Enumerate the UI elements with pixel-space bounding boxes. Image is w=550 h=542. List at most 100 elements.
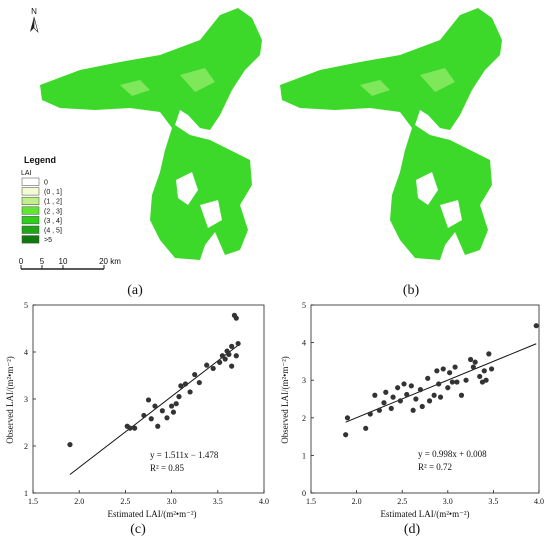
r2-c: R² = 0.85 — [150, 463, 185, 473]
x-axis-label-d: Estimated LAI/(m²•m⁻²) — [380, 509, 469, 519]
x-tick-label: 3.5 — [488, 497, 498, 506]
legend-swatch — [21, 206, 40, 215]
data-point — [344, 415, 351, 421]
data-point — [210, 365, 216, 372]
data-point — [164, 415, 170, 421]
scale-tick-5: 5 — [40, 257, 45, 266]
data-point — [233, 315, 239, 321]
data-point — [486, 351, 492, 357]
data-point — [170, 409, 177, 415]
caption-b: (b) — [402, 283, 420, 298]
data-point — [159, 408, 165, 414]
scale-bar: 0 5 10 20 km — [19, 257, 121, 270]
data-point — [192, 371, 198, 378]
y-tick-label: 1 — [24, 489, 28, 498]
x-tick-label: 2.0 — [74, 497, 84, 506]
data-point — [178, 383, 184, 389]
data-point — [235, 340, 241, 347]
data-point — [367, 411, 373, 417]
y-tick-label: 2 — [24, 442, 28, 451]
scale-tick-10: 10 — [59, 257, 68, 266]
y-tick-label: 4 — [302, 339, 306, 348]
y-tick-label: 2 — [302, 414, 306, 423]
y-tick-label: 0 — [302, 489, 306, 498]
y-tick-label: 1 — [302, 451, 306, 460]
y-tick-label: 4 — [24, 348, 28, 357]
data-point — [404, 391, 410, 398]
data-point — [408, 383, 414, 389]
data-point — [182, 381, 189, 387]
map-a: N Legend LAI 0 (0 , 1] (1 , 2] (2 , 3] (3 , … — [19, 7, 262, 270]
x-tick-label: 3.0 — [167, 497, 177, 506]
data-point — [431, 392, 437, 398]
legend-swatch — [21, 196, 40, 205]
y-tick-label: 3 — [24, 395, 28, 404]
data-point — [483, 377, 489, 383]
data-point — [395, 385, 401, 391]
data-point — [372, 392, 378, 398]
scatter-chart-c: Estimated LAI/(m²•m⁻²) Observed LAI/(m²•… — [5, 301, 269, 519]
data-point — [229, 343, 235, 349]
data-point — [419, 403, 425, 410]
data-point — [390, 394, 396, 400]
data-point — [447, 370, 453, 376]
data-point — [488, 366, 495, 372]
legend-swatch — [21, 235, 40, 244]
data-point — [148, 416, 154, 422]
r2-d: R² = 0.72 — [418, 462, 452, 472]
north-arrow: N — [30, 7, 39, 34]
data-point — [383, 389, 389, 395]
x-tick-label: 3.5 — [213, 497, 223, 506]
data-point — [363, 425, 369, 431]
legend-subtitle: LAI — [21, 170, 32, 177]
y-axis-label-c: Observed LAI/(m²•m⁻²) — [5, 356, 15, 444]
legend-title: Legend — [24, 155, 56, 165]
data-point — [449, 379, 455, 385]
data-point — [440, 366, 446, 372]
data-point — [397, 398, 403, 404]
data-point — [132, 425, 138, 431]
data-point — [452, 364, 458, 370]
x-tick-label: 4.0 — [259, 497, 269, 506]
data-point — [470, 364, 476, 370]
data-point — [217, 359, 223, 365]
data-point — [454, 379, 460, 385]
data-point — [413, 396, 419, 402]
data-point — [436, 381, 442, 387]
data-point — [401, 381, 407, 387]
x-tick-label: 1.5 — [28, 497, 38, 506]
legend-item-label: 0 — [44, 180, 48, 187]
x-tick-label: 2.5 — [120, 497, 130, 506]
legend-item-label: >5 — [44, 237, 52, 244]
data-point — [381, 400, 387, 406]
scale-tick-0: 0 — [19, 257, 24, 266]
data-point — [426, 398, 433, 404]
legend-swatch — [21, 187, 40, 196]
data-point — [152, 403, 158, 409]
y-axis-label-d: Observed LAI/(m²•m⁻²) — [280, 356, 290, 444]
legend-swatch — [21, 225, 40, 234]
lai-map-region — [40, 8, 262, 260]
y-tick-label: 3 — [302, 376, 306, 385]
plot-frame — [310, 304, 540, 494]
legend-swatch — [21, 177, 40, 186]
data-point — [173, 401, 179, 407]
lai-map-region-b — [280, 8, 502, 260]
caption-c: (c) — [130, 522, 146, 537]
legend-item-label: (0 , 1] — [44, 189, 62, 196]
data-point — [176, 394, 182, 400]
data-point — [222, 356, 228, 362]
data-point — [226, 351, 232, 357]
map-b — [280, 8, 502, 260]
caption-a: (a) — [127, 283, 143, 298]
data-point — [468, 356, 474, 363]
data-point — [229, 363, 235, 369]
north-label: N — [31, 7, 37, 16]
data-point — [233, 353, 239, 359]
x-tick-label: 1.5 — [306, 497, 316, 506]
legend-item-label: (2 , 3] — [44, 208, 62, 215]
x-tick-label: 2.5 — [397, 497, 407, 506]
equation-c: y = 1.511x − 1.478 — [150, 450, 219, 460]
data-point — [67, 441, 73, 448]
data-point — [196, 379, 202, 386]
